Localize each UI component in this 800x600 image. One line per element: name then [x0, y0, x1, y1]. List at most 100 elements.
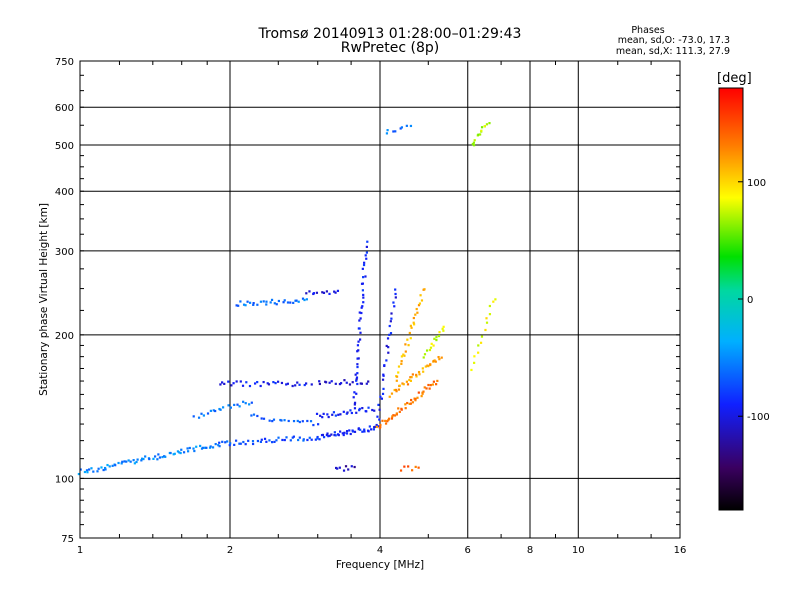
echo-point — [395, 390, 398, 393]
echo-point — [280, 381, 284, 385]
echo-point — [400, 355, 403, 358]
echo-point — [345, 432, 349, 435]
echo-point — [365, 245, 368, 249]
echo-point — [331, 413, 334, 416]
echo-point — [106, 463, 109, 467]
echo-point — [237, 304, 240, 307]
echo-point — [272, 380, 275, 384]
echo-point — [345, 430, 349, 433]
echo-point — [430, 342, 433, 345]
echo-point — [223, 382, 226, 385]
echo-point — [308, 436, 311, 439]
echo-point — [123, 460, 126, 463]
echo-point — [276, 380, 280, 383]
echo-point — [242, 400, 245, 403]
echo-point — [336, 433, 340, 436]
echo-point — [176, 450, 180, 453]
echo-point — [356, 357, 359, 360]
echo-point — [256, 380, 259, 384]
echo-point — [256, 414, 259, 418]
echo-point — [169, 451, 172, 455]
echo-point — [202, 414, 205, 417]
echo-point — [342, 410, 345, 413]
echo-point — [372, 428, 375, 431]
echo-point — [404, 407, 407, 410]
echo-point — [485, 321, 489, 324]
echo-point — [473, 139, 476, 142]
echo-point — [312, 423, 315, 427]
echo-point — [148, 457, 151, 461]
echo-point — [271, 419, 274, 423]
echo-point — [161, 455, 164, 459]
echo-point — [386, 420, 389, 423]
echo-point — [422, 390, 425, 393]
echo-point — [373, 426, 376, 429]
echo-point — [425, 349, 429, 352]
echo-point — [395, 379, 398, 382]
echo-point — [247, 439, 250, 442]
y-tick-label: 300 — [55, 247, 74, 258]
echo-point — [260, 438, 263, 441]
echo-point — [294, 384, 297, 387]
echo-point — [180, 448, 183, 451]
echo-point — [246, 300, 249, 303]
echo-point — [83, 470, 87, 474]
echo-point — [283, 438, 286, 442]
echo-point — [100, 466, 103, 469]
echo-point — [353, 430, 357, 433]
echo-point — [431, 383, 434, 386]
echo-point — [238, 442, 241, 445]
echo-point — [485, 317, 488, 320]
echo-point — [378, 408, 381, 411]
echo-point — [260, 417, 263, 420]
echo-point — [377, 425, 380, 428]
echo-point — [401, 382, 404, 385]
echo-point — [248, 301, 252, 304]
echo-point — [322, 291, 326, 294]
echo-point — [354, 373, 357, 376]
echo-point — [316, 435, 319, 439]
x-tick-label: 1 — [77, 545, 83, 556]
echo-point — [333, 433, 336, 437]
echo-point — [480, 126, 484, 129]
echo-point — [312, 292, 316, 295]
echo-point — [403, 354, 406, 357]
echo-point — [417, 391, 420, 394]
echo-point — [382, 387, 385, 390]
echo-point — [226, 440, 229, 443]
echo-point — [367, 406, 370, 409]
echo-point — [435, 383, 438, 386]
echo-point — [388, 333, 391, 336]
echo-point — [412, 323, 416, 326]
echo-point — [352, 396, 355, 399]
echo-point — [269, 301, 272, 304]
echo-point — [351, 381, 354, 384]
echo-point — [199, 444, 202, 448]
echo-point — [305, 382, 308, 385]
echo-point — [442, 325, 445, 328]
echo-point — [330, 433, 333, 436]
echo-point — [363, 261, 366, 264]
echo-point — [411, 401, 414, 404]
echo-point — [404, 343, 407, 346]
echo-point — [384, 419, 387, 422]
echo-point — [394, 130, 397, 133]
echo-point — [90, 467, 93, 470]
echo-point — [221, 440, 224, 443]
echo-point — [407, 344, 410, 347]
echo-point — [415, 307, 418, 311]
echo-point — [296, 381, 299, 384]
echo-point — [285, 383, 288, 386]
echo-point — [368, 425, 371, 428]
echo-point — [362, 296, 365, 299]
echo-point — [416, 311, 419, 314]
echo-point — [433, 337, 436, 340]
echo-point — [390, 317, 393, 320]
echo-point — [233, 443, 236, 446]
echo-point — [330, 380, 333, 383]
echo-point — [186, 447, 189, 450]
echo-point — [303, 298, 306, 302]
echo-point — [361, 430, 364, 433]
echo-point — [355, 376, 359, 379]
echo-point — [272, 418, 276, 421]
